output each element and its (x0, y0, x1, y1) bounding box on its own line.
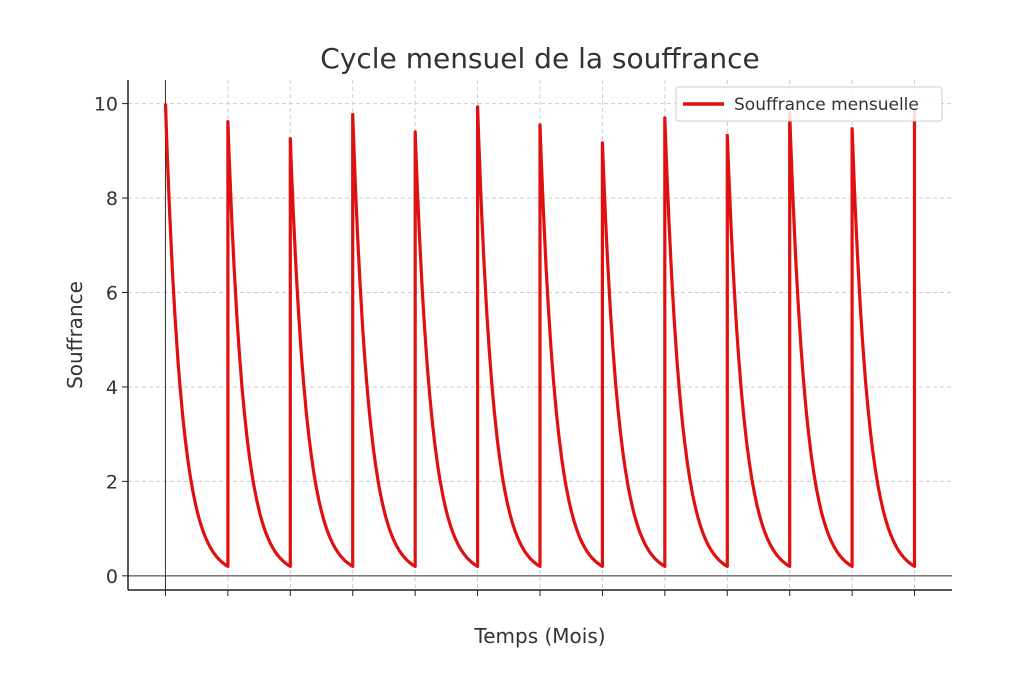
legend-label: Souffrance mensuelle (734, 95, 919, 115)
x-ticks (164, 590, 916, 596)
y-tick-label: 0 (106, 566, 118, 588)
y-tick-label: 6 (106, 283, 118, 305)
y-tick-label: 8 (106, 188, 118, 210)
y-tick-label: 10 (94, 94, 118, 116)
x-axis-label: Temps (Mois) (473, 624, 605, 648)
legend-box (675, 86, 943, 122)
y-ticks: 0 2 4 6 8 10 (94, 94, 128, 588)
legend: Souffrance mensuelle (675, 86, 943, 122)
series (163, 103, 917, 568)
series-line-souffrance-mensuelle (163, 103, 917, 568)
y-tick-label: 2 (106, 471, 118, 493)
y-tick-label: 4 (106, 377, 118, 399)
y-axis-label: Souffrance (63, 281, 87, 389)
chart-title: Cycle mensuel de la souffrance (320, 42, 759, 75)
reference-lines (128, 80, 952, 590)
